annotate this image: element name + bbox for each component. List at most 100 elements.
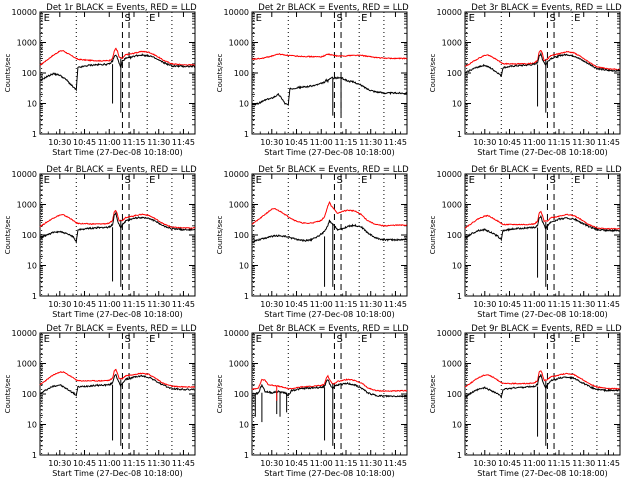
lld-series [251, 53, 408, 61]
x-tick-label: 11:45 [384, 459, 407, 468]
events-series [464, 214, 621, 242]
x-tick-label: 11:30 [572, 138, 595, 147]
marker-label: S [336, 175, 342, 186]
panel-title: Det 7r BLACK = Events, RED = LLD [46, 324, 197, 334]
events-series [464, 51, 621, 77]
y-tick-label: 100 [234, 390, 249, 399]
y-tick-label: 1 [32, 451, 37, 460]
marker-label: E [44, 175, 50, 186]
y-tick-label: 1 [244, 451, 249, 460]
marker-label: S [124, 13, 130, 24]
panel-title: Det 4r BLACK = Events, RED = LLD [46, 165, 197, 175]
x-tick-label: 11:45 [172, 300, 195, 309]
marker-label: E [256, 334, 262, 345]
marker-label: E [574, 175, 580, 186]
events-series [251, 379, 408, 398]
x-tick-label: 11:15 [122, 138, 145, 147]
x-tick-label: 11:00 [310, 138, 333, 147]
marker-label: E [361, 175, 367, 186]
x-axis-label: Start Time (27-Dec-08 10:18:00) [264, 469, 395, 478]
marker-label: S [549, 175, 555, 186]
x-tick-label: 11:00 [310, 300, 333, 309]
y-tick-label: 10 [27, 262, 37, 271]
panel-title: Det 9r BLACK = Events, RED = LLD [471, 324, 622, 334]
y-tick-label: 1000 [442, 360, 462, 369]
panel-title: Det 6r BLACK = Events, RED = LLD [471, 165, 622, 175]
events-series [39, 373, 196, 397]
x-axis-label: Start Time (27-Dec-08 10:18:00) [477, 469, 608, 478]
lld-series [39, 47, 196, 66]
x-tick-label: 11:30 [359, 459, 382, 468]
y-axis-label: Counts/sec [4, 375, 12, 414]
x-tick-label: 11:15 [122, 300, 145, 309]
lld-series [39, 368, 196, 388]
lld-series [464, 370, 621, 390]
panel-title: Det 2r BLACK = Events, RED = LLD [258, 3, 409, 13]
marker-label: E [574, 334, 580, 345]
x-tick-label: 11:15 [547, 138, 570, 147]
x-tick-label: 11:00 [98, 300, 121, 309]
y-axis-label: Counts/sec [216, 375, 224, 414]
x-axis-label: Start Time (27-Dec-08 10:18:00) [52, 148, 183, 157]
panel-title: Det 1r BLACK = Events, RED = LLD [46, 3, 197, 13]
x-tick-label: 10:45 [498, 138, 521, 147]
marker-label: E [469, 13, 475, 24]
marker-label: S [336, 13, 342, 24]
panel-title: Det 8r BLACK = Events, RED = LLD [258, 324, 409, 334]
x-tick-label: 10:30 [473, 138, 496, 147]
x-tick-label: 10:30 [48, 138, 71, 147]
y-tick-label: 1 [457, 292, 462, 301]
x-tick-label: 10:30 [48, 300, 71, 309]
y-tick-label: 100 [447, 231, 462, 240]
marker-label: E [469, 175, 475, 186]
x-tick-label: 11:30 [359, 138, 382, 147]
events-series [39, 53, 196, 92]
x-tick-label: 10:30 [260, 459, 283, 468]
x-tick-label: 11:45 [597, 138, 620, 147]
marker-label: E [149, 13, 155, 24]
events-series [464, 374, 621, 399]
y-tick-label: 100 [22, 231, 37, 240]
y-axis-label: Counts/sec [216, 216, 224, 255]
y-tick-label: 1 [457, 451, 462, 460]
y-tick-label: 100 [447, 390, 462, 399]
y-axis-label: Counts/sec [4, 54, 12, 93]
x-tick-label: 11:30 [147, 138, 170, 147]
x-tick-label: 10:45 [285, 300, 308, 309]
lld-series [251, 200, 408, 227]
x-tick-label: 10:30 [473, 300, 496, 309]
y-tick-label: 1000 [17, 201, 37, 210]
events-series [39, 211, 196, 244]
x-tick-label: 11:00 [523, 300, 546, 309]
x-tick-label: 11:30 [572, 459, 595, 468]
marker-label: S [124, 175, 130, 186]
marker-label: E [44, 334, 50, 345]
x-tick-label: 11:00 [98, 138, 121, 147]
x-tick-label: 11:15 [334, 138, 357, 147]
y-tick-label: 1000 [229, 39, 249, 48]
y-axis-label: Counts/sec [429, 375, 437, 414]
marker-label: S [549, 334, 555, 345]
x-tick-label: 10:45 [285, 138, 308, 147]
x-tick-label: 11:45 [172, 459, 195, 468]
x-tick-label: 11:00 [523, 459, 546, 468]
y-tick-label: 10 [239, 421, 249, 430]
y-tick-label: 10 [452, 421, 462, 430]
y-tick-label: 100 [22, 69, 37, 78]
y-tick-label: 10000 [224, 170, 249, 179]
x-tick-label: 10:45 [73, 300, 96, 309]
events-series [251, 76, 408, 106]
panel-det-9: Det 9r BLACK = Events, RED = LLD 1 10 100 10… [429, 324, 622, 478]
y-tick-label: 1 [457, 130, 462, 139]
x-tick-label: 11:15 [547, 459, 570, 468]
x-tick-label: 11:45 [384, 138, 407, 147]
y-tick-label: 1 [32, 292, 37, 301]
lld-series [464, 210, 620, 230]
y-axis-label: Counts/sec [216, 54, 224, 93]
marker-label: E [361, 334, 367, 345]
panel-title: Det 3r BLACK = Events, RED = LLD [471, 3, 622, 13]
panel-det-7: Det 7r BLACK = Events, RED = LLD 1 10 100 10… [4, 324, 197, 478]
y-axis-label: Counts/sec [429, 54, 437, 93]
y-tick-label: 10 [452, 100, 462, 109]
panel-det-6: Det 6r BLACK = Events, RED = LLD 1 10 100 10… [429, 165, 622, 319]
